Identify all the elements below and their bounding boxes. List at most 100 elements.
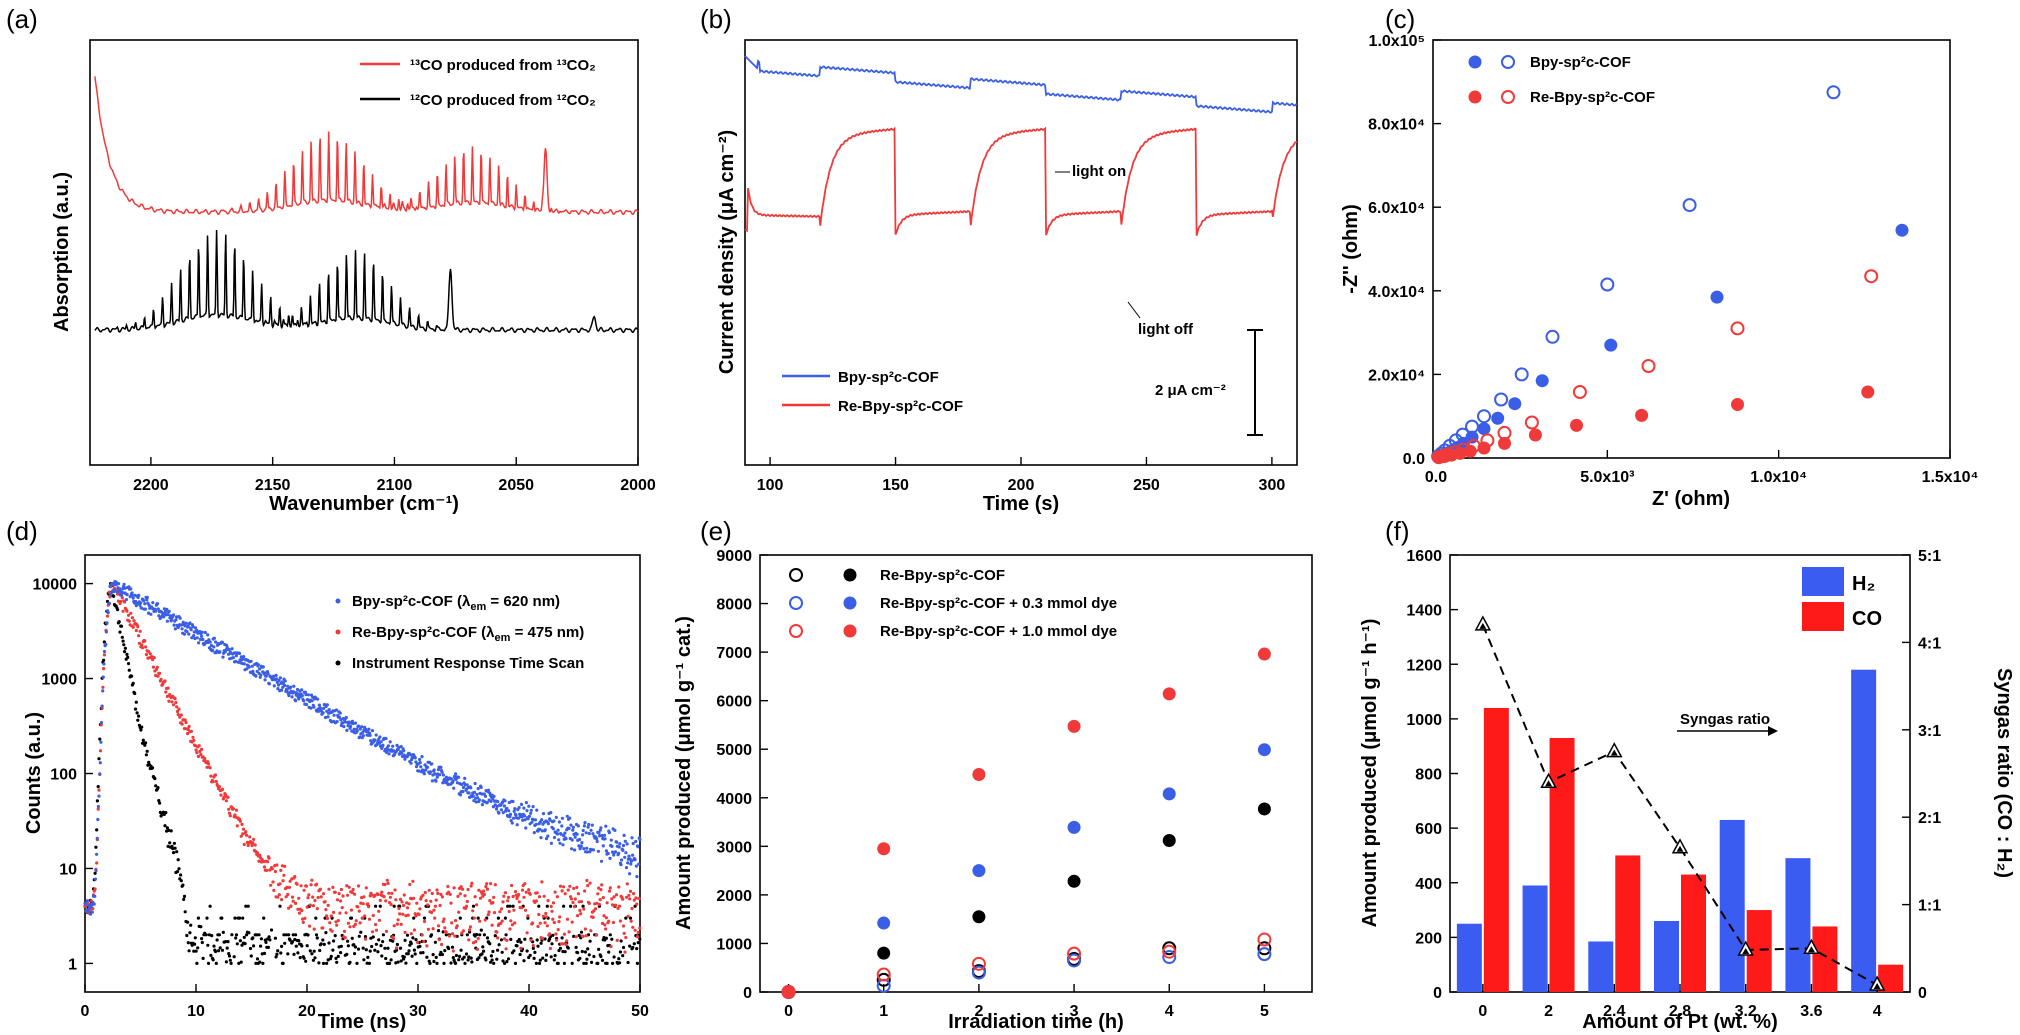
panel-d-point-series-1	[548, 946, 553, 951]
panel-d-point-series-0	[402, 749, 406, 753]
panel-d-point-series-2	[413, 952, 417, 956]
panel-e-legend-label-0: Re-Bpy-sp²c-COF	[880, 567, 1005, 584]
panel-d-point-series-1	[436, 891, 440, 896]
panel-d-point-series-0	[104, 630, 108, 634]
panel-e-point-filled-series-2	[1257, 647, 1271, 661]
panel-d-point-series-1	[555, 938, 559, 942]
panel-d-point-series-0	[361, 734, 365, 738]
panel-d-point-series-2	[621, 945, 626, 950]
panel-d-point-series-0	[524, 801, 529, 805]
panel-d-point-series-2	[464, 952, 469, 956]
panel-d-point-series-2	[247, 931, 251, 935]
panel-d-point-series-2	[362, 958, 366, 962]
panel-d-point-series-2	[479, 928, 483, 932]
panel-d-point-series-1	[138, 629, 142, 633]
panel-e-point-open-series-2	[781, 985, 796, 999]
panel-d-point-series-0	[280, 688, 284, 692]
panel-d-point-series-1	[440, 895, 444, 899]
panel-f-bars	[1456, 669, 1904, 992]
panel-d-point-series-1	[325, 916, 329, 921]
panel-d-point-series-1	[510, 883, 514, 888]
panel-d-point-series-2	[621, 954, 625, 958]
panel-d-point-series-0	[174, 618, 178, 622]
panel-d-point-series-2	[626, 960, 630, 965]
panel-d-point-series-0	[418, 761, 422, 765]
panel-d-point-series-1	[436, 924, 441, 928]
panel-d-point-series-2	[127, 668, 131, 672]
panel-d-point-series-2	[531, 946, 535, 951]
panel-d-point-series-1	[170, 700, 174, 704]
panel-d-point-series-2	[281, 961, 285, 966]
panel-d-point-series-1	[119, 599, 123, 604]
panel-d-point-series-1	[140, 646, 145, 650]
panel-d-point-series-2	[346, 944, 350, 948]
panel-d-point-series-0	[303, 690, 307, 694]
panel-d-point-series-1	[315, 907, 319, 911]
panel-d-point-series-2	[381, 933, 385, 937]
panel-d-point-series-0	[99, 721, 104, 725]
panel-d-point-series-0	[590, 823, 594, 827]
panel-d-point-series-0	[624, 866, 629, 870]
panel-f-x-tick-label: 4	[1873, 1003, 1882, 1020]
panel-d-point-series-1	[456, 894, 460, 899]
panel-f-y-tick-label: 800	[1415, 767, 1442, 784]
panel-d-point-series-2	[244, 904, 248, 908]
panel-f-x-axis-title: Amount of Pt (wt. %)	[1582, 1011, 1778, 1033]
panel-d-point-series-0	[563, 831, 567, 835]
panel-c-legend-label-red: Re-Bpy-sp²c-COF	[1530, 89, 1655, 106]
panel-d-point-series-2	[551, 933, 555, 937]
panel-d-point-series-0	[96, 804, 100, 809]
panel-d-point-series-0	[589, 828, 593, 832]
panel-d-point-series-2	[282, 933, 286, 937]
panel-d-point-series-2	[506, 957, 511, 961]
panel-d-point-series-2	[156, 786, 160, 790]
panel-d-point-series-0	[582, 847, 586, 851]
panel-d-point-series-0	[170, 617, 174, 622]
panel-d-point-series-1	[422, 919, 427, 924]
panel-d-point-series-0	[638, 837, 642, 842]
panel-d-point-series-1	[377, 918, 382, 922]
panel-b-light-off-pointer	[1127, 301, 1141, 319]
panel-d-point-series-1	[534, 899, 539, 903]
panel-d-point-series-1	[402, 903, 406, 908]
panel-d-point-series-1	[425, 944, 429, 948]
panel-d-point-series-1	[632, 892, 636, 896]
panel-e-legend-marker-open-2	[789, 624, 803, 638]
panel-d-point-series-0	[492, 794, 496, 799]
panel-d-point-series-0	[277, 678, 281, 683]
panel-d-point-series-0	[479, 785, 483, 790]
panel-d-point-series-1	[150, 655, 154, 659]
panel-d-point-series-0	[317, 709, 321, 713]
panel-d-point-series-1	[186, 727, 190, 732]
panel-c-point-series-3	[1497, 425, 1512, 440]
panel-d-point-series-1	[174, 700, 178, 705]
panel-d-point-series-1	[575, 885, 579, 890]
panel-d-point-series-0	[341, 721, 345, 725]
panel-d-point-series-0	[635, 875, 639, 879]
panel-d-point-series-1	[528, 892, 532, 896]
panel-f-ratio-label: Syngas ratio	[1680, 711, 1770, 728]
panel-d-point-series-2	[407, 949, 411, 953]
panel-d-point-series-0	[117, 582, 121, 586]
panel-d-point-series-2	[618, 961, 622, 965]
panel-d-point-series-1	[340, 906, 344, 910]
panel-d-point-series-2	[158, 801, 162, 805]
panel-d-point-series-0	[438, 773, 442, 777]
panel-d-point-series-1	[366, 902, 370, 906]
panel-d-point-series-0	[602, 833, 607, 838]
panel-d-point-series-1	[624, 935, 628, 940]
panel-d-point-series-1	[195, 751, 199, 755]
panel-d-point-series-1	[513, 921, 517, 925]
panel-d-point-series-0	[137, 593, 141, 598]
panel-d-point-series-1	[203, 757, 207, 761]
panel-d-point-series-1	[349, 908, 354, 912]
panel-d-point-series-0	[272, 684, 276, 688]
panel-d-point-series-0	[598, 834, 602, 838]
panel-d-point-series-0	[120, 590, 124, 595]
panel-d-point-series-0	[519, 802, 524, 807]
panel-d-point-series-1	[450, 932, 455, 936]
panel-c-point-series-3	[1730, 321, 1745, 336]
panel-f-y2-tick-label: 2:1	[1918, 810, 1941, 827]
panel-d-point-series-0	[391, 744, 395, 748]
panel-c-points	[1431, 85, 1909, 465]
